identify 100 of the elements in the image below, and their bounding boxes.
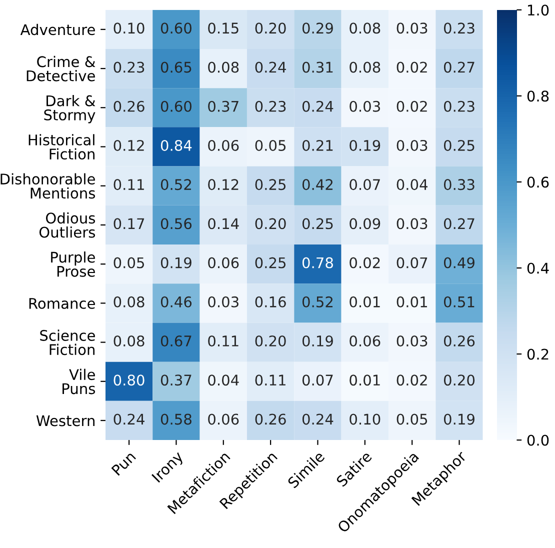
data-label: 0.06 (208, 414, 239, 425)
y-tick-label: Odious Outliers (39, 212, 96, 238)
data-label: 0.11 (114, 179, 144, 190)
data-label: 0.05 (255, 140, 286, 151)
data-label: 0.84 (160, 140, 192, 151)
data-label: 0.23 (444, 22, 474, 34)
data-label: 0.19 (444, 414, 474, 425)
data-label: 0.67 (160, 335, 192, 347)
y-tick-label: Science Fiction (40, 330, 95, 356)
data-label: 0.03 (396, 218, 428, 230)
data-label: 0.11 (255, 374, 286, 386)
data-label: 0.14 (208, 218, 239, 230)
data-label: 0.15 (208, 22, 238, 34)
data-label: 0.11 (208, 335, 238, 347)
data-label: 0.26 (114, 100, 144, 112)
data-label: 0.20 (444, 374, 475, 386)
data-label: 0.06 (350, 335, 380, 347)
data-label: 0.19 (160, 257, 192, 268)
y-tick-label: Adventure (20, 24, 95, 36)
data-label: 0.20 (255, 335, 286, 347)
data-label: 0.19 (350, 140, 380, 151)
data-label: 0.19 (302, 335, 333, 347)
color-bar-label: 0.4 (527, 262, 549, 274)
data-label: 0.08 (350, 62, 380, 73)
data-label: 0.52 (302, 296, 333, 308)
data-label: 0.01 (350, 374, 380, 386)
data-label: 0.03 (350, 100, 380, 112)
data-label: 0.24 (302, 414, 334, 425)
data-label: 0.42 (302, 179, 333, 190)
data-label: 0.02 (396, 100, 427, 112)
data-label: 0.08 (350, 22, 380, 34)
data-label: 0.03 (396, 22, 428, 34)
data-label: 0.16 (255, 296, 286, 308)
data-label: 0.25 (444, 140, 474, 151)
data-label: 0.09 (350, 218, 380, 230)
data-label: 0.04 (396, 179, 428, 190)
y-tick-label: Historical Fiction (28, 134, 94, 160)
data-label: 0.07 (302, 374, 333, 386)
data-label: 0.51 (444, 296, 474, 308)
data-label: 0.37 (160, 374, 192, 386)
data-label: 0.24 (302, 100, 334, 112)
data-label: 0.08 (114, 335, 144, 347)
data-label: 0.12 (114, 140, 144, 151)
y-tick-label: Western (36, 415, 94, 426)
data-label: 0.03 (208, 296, 238, 308)
data-label: 0.07 (396, 257, 428, 268)
data-label: 0.80 (114, 374, 144, 386)
y-tick-label: Romance (29, 298, 95, 309)
data-label: 0.31 (302, 62, 333, 73)
data-label: 0.20 (255, 218, 286, 230)
data-label: 0.24 (255, 62, 286, 73)
data-label: 0.37 (208, 100, 238, 112)
data-label: 0.07 (350, 179, 380, 190)
data-label: 0.08 (114, 296, 144, 308)
data-label: 0.06 (208, 140, 239, 151)
data-label: 0.23 (444, 100, 474, 112)
data-label: 0.27 (444, 218, 474, 230)
data-label: 0.02 (396, 62, 427, 73)
data-label: 0.03 (396, 140, 428, 151)
color-bar-label: 0.2 (527, 348, 548, 360)
data-label: 0.05 (396, 414, 428, 425)
data-label: 0.24 (114, 414, 144, 425)
data-label: 0.52 (160, 179, 191, 190)
data-label: 0.58 (160, 414, 192, 425)
data-label: 0.23 (114, 62, 144, 73)
data-label: 0.78 (302, 257, 333, 268)
color-bar-label: 0.6 (527, 176, 549, 188)
y-tick-label: Dark & Stormy (44, 95, 96, 124)
data-label: 0.46 (160, 296, 192, 308)
y-tick-label: Vile Puns (62, 368, 96, 394)
data-label: 0.56 (160, 218, 192, 230)
data-label: 0.23 (255, 100, 286, 112)
data-label: 0.65 (160, 62, 192, 73)
data-label: 0.49 (444, 257, 474, 268)
data-label: 0.25 (255, 257, 286, 268)
data-label: 0.26 (444, 335, 475, 347)
data-label: 0.27 (444, 62, 474, 73)
data-label: 0.21 (302, 140, 333, 151)
data-label: 0.08 (208, 62, 239, 73)
data-label: 0.10 (350, 414, 380, 425)
data-label: 0.29 (302, 22, 333, 34)
data-label: 0.10 (114, 22, 144, 34)
color-bar-label: 0.8 (527, 90, 549, 102)
data-label: 0.26 (255, 414, 286, 425)
data-label: 0.06 (208, 257, 239, 268)
data-label: 0.25 (255, 179, 286, 190)
color-bar-label: 1.0 (528, 4, 549, 16)
data-label: 0.04 (208, 374, 239, 386)
data-label: 0.01 (350, 296, 380, 308)
data-label: 0.25 (302, 218, 333, 230)
data-label: 0.17 (114, 218, 144, 230)
y-tick-label: Purple Prose (51, 251, 95, 277)
data-label: 0.02 (350, 257, 380, 268)
color-bar-label: 0.0 (527, 434, 549, 446)
data-label: 0.01 (396, 296, 427, 308)
y-tick-label: Dishonorable Mentions (0, 173, 96, 199)
data-label: 0.60 (160, 100, 192, 112)
data-label: 0.05 (114, 257, 144, 268)
data-label: 0.02 (396, 374, 427, 386)
data-label: 0.03 (396, 335, 428, 347)
